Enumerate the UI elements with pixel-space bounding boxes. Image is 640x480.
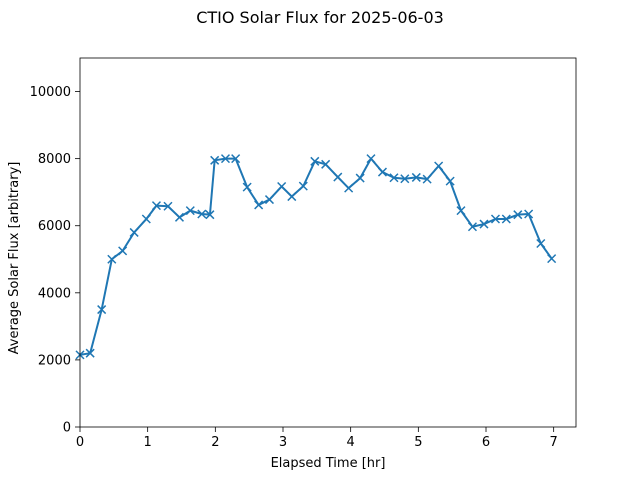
data-point [366, 154, 376, 164]
x-tick-label: 3 [279, 435, 287, 450]
data-point [400, 174, 410, 184]
data-point [118, 246, 128, 256]
x-tick-label: 6 [482, 435, 490, 450]
data-point [264, 195, 274, 205]
data-point [210, 155, 220, 165]
data-point [434, 161, 444, 171]
data-point [501, 214, 511, 224]
data-point [445, 176, 455, 186]
x-tick-label: 4 [347, 435, 355, 450]
data-point [129, 227, 139, 237]
x-axis-label: Elapsed Time [hr] [271, 456, 386, 471]
data-point [377, 167, 388, 177]
axes-frame [79, 57, 577, 428]
data-point [163, 201, 173, 211]
y-tick-label: 2000 [38, 353, 71, 368]
data-point [333, 172, 343, 182]
data-point [97, 305, 107, 315]
data-point [298, 181, 308, 191]
data-point [456, 206, 466, 216]
data-point [107, 254, 117, 264]
y-tick-label: 4000 [38, 286, 71, 301]
data-point [513, 210, 523, 220]
data-point [411, 172, 421, 182]
data-point [467, 222, 477, 232]
plot-area: 0 1 2 3 4 5 6 7 0 2000 4000 6000 8000 10000 [30, 57, 577, 450]
data-point [254, 200, 264, 210]
x-tick-label: 1 [144, 435, 152, 450]
data-point [205, 210, 215, 220]
x-tick-label: 5 [414, 435, 422, 450]
data-point [344, 183, 354, 193]
data-point [141, 214, 151, 224]
data-point [174, 212, 185, 222]
data-point [277, 181, 287, 192]
data-point [185, 206, 195, 216]
data-point [490, 214, 501, 224]
data-point [355, 173, 365, 183]
chart-title: CTIO Solar Flux for 2025-06-03 [196, 8, 444, 27]
data-point [197, 209, 207, 219]
data-point [242, 182, 252, 192]
data-point [422, 174, 432, 184]
y-tick-label: 0 [63, 421, 71, 436]
x-tick-label: 7 [550, 435, 558, 450]
series-line [79, 157, 553, 356]
data-point [310, 156, 320, 166]
y-tick-label: 6000 [38, 219, 71, 234]
y-tick-label: 8000 [38, 152, 71, 167]
x-tick-label: 0 [76, 435, 84, 450]
data-point [479, 219, 489, 229]
y-axis-label: Average Solar Flux [arbitrary] [7, 162, 22, 355]
data-point [524, 209, 534, 219]
data-point [287, 192, 297, 202]
data-point [220, 154, 231, 164]
data-point [151, 201, 161, 211]
data-point [536, 238, 546, 249]
y-tick-label: 10000 [30, 85, 71, 100]
data-point [85, 348, 95, 358]
data-point [231, 154, 241, 164]
data-point [321, 159, 331, 169]
data-point [389, 173, 399, 183]
data-point [547, 254, 557, 264]
x-tick-label: 2 [211, 435, 219, 450]
